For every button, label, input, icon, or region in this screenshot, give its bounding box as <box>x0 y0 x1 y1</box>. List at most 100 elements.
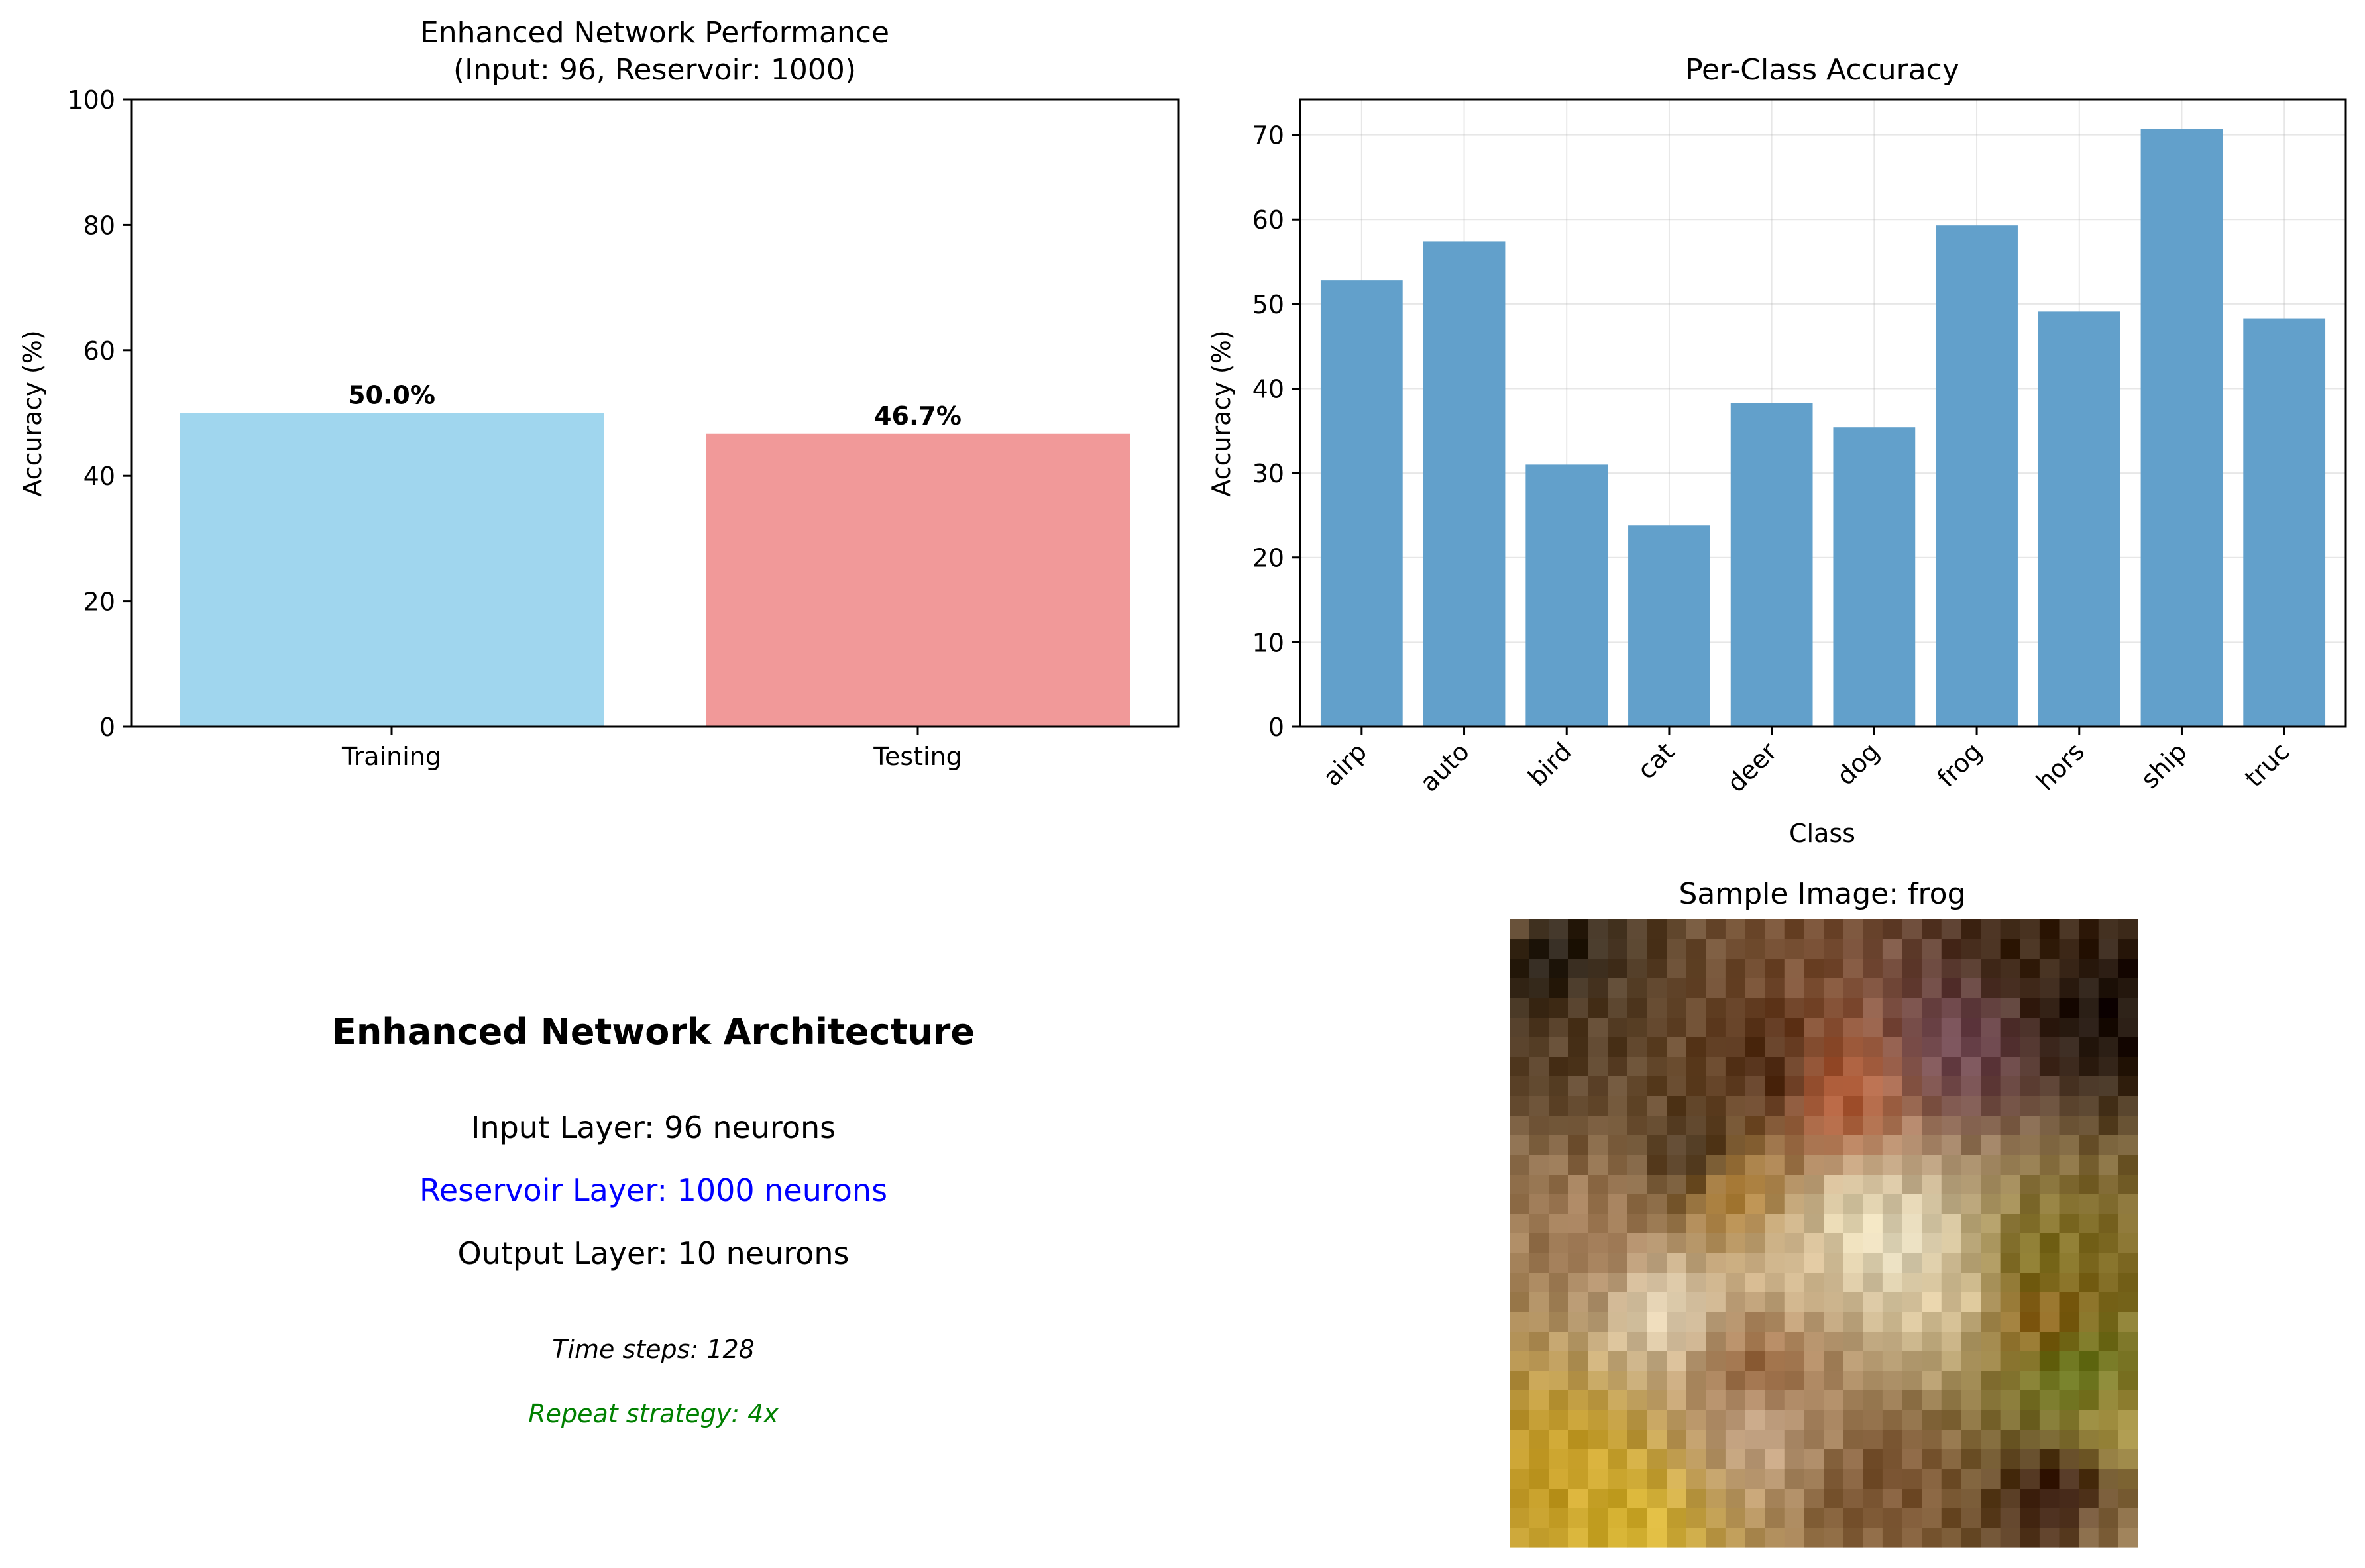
sample-image-pixel <box>1706 1155 1726 1175</box>
sample-image-pixel <box>1902 919 1922 940</box>
sample-image-pixel <box>1529 1135 1549 1156</box>
sample-image-pixel <box>1627 1214 1647 1234</box>
sample-image-pixel <box>1647 1508 1667 1528</box>
sample-image-pixel <box>1510 1135 1530 1156</box>
sample-image-pixel <box>1941 959 1961 979</box>
sample-image-pixel <box>1529 1233 1549 1254</box>
sample-image-pixel <box>1824 1351 1844 1371</box>
sample-image-pixel <box>2079 1390 2099 1411</box>
sample-image-pixel <box>1902 1175 1922 1195</box>
sample-image-pixel <box>1667 1528 1687 1548</box>
sample-image-pixel <box>1922 1194 1942 1214</box>
sample-image-pixel <box>2079 919 2099 940</box>
sample-image-pixel <box>1667 998 1687 1018</box>
sample-image-pixel <box>2020 1430 2040 1450</box>
sample-image-pixel <box>1981 1233 2001 1254</box>
sample-image-pixel <box>1922 1214 1942 1234</box>
sample-image-pixel <box>1510 1528 1530 1548</box>
performance-title-line2: (Input: 96, Reservoir: 1000) <box>453 53 856 87</box>
sample-image-pixel <box>2079 1116 2099 1136</box>
sample-image-pixel <box>1647 1175 1667 1195</box>
sample-image-pixel <box>1667 1155 1687 1175</box>
sample-image-pixel <box>1608 1076 1628 1097</box>
sample-image-pixel <box>1843 1214 1863 1234</box>
sample-image-pixel <box>1922 1332 1942 1352</box>
sample-image-pixel <box>1824 1469 1844 1489</box>
sample-image-pixel <box>2079 1508 2099 1528</box>
sample-image-pixel <box>1706 1273 1726 1293</box>
sample-image-pixel <box>1725 1175 1746 1195</box>
sample-image-title: Sample Image: frog <box>1678 877 1965 911</box>
per-class-y-tick-label: 50 <box>1252 290 1284 319</box>
sample-image-pixel <box>1745 1430 1765 1450</box>
sample-image-pixel <box>1549 1449 1569 1470</box>
sample-image-pixel <box>2118 1430 2138 1450</box>
per-class-x-tick-label: cat <box>1631 737 1680 785</box>
sample-image-pixel <box>1804 1390 1824 1411</box>
performance-y-tick-label: 20 <box>83 588 115 617</box>
sample-image-pixel <box>1686 1528 1706 1548</box>
sample-image-pixel <box>1765 1390 1785 1411</box>
sample-image-pixel <box>2039 1489 2060 1509</box>
sample-image-pixel <box>1588 1116 1608 1136</box>
sample-image-pixel <box>1922 1135 1942 1156</box>
sample-image-pixel <box>1608 1449 1628 1470</box>
sample-image-pixel <box>1784 1057 1804 1077</box>
sample-image-panel: Sample Image: frog <box>1510 877 2138 1548</box>
sample-image-pixel <box>1981 1037 2001 1057</box>
sample-image-pixel <box>1608 939 1628 959</box>
sample-image-pixel <box>1568 1508 1589 1528</box>
sample-image-pixel <box>1784 1096 1804 1116</box>
sample-image-pixel <box>2118 1253 2138 1273</box>
sample-image-pixel <box>1981 1214 2001 1234</box>
sample-image-pixel <box>1608 1057 1628 1077</box>
sample-image-pixel <box>1843 1371 1863 1391</box>
sample-image-pixel <box>1784 1410 1804 1430</box>
sample-image-pixel <box>1647 1214 1667 1234</box>
sample-image-pixel <box>1882 1528 1903 1548</box>
sample-image-pixel <box>1981 1194 2001 1214</box>
sample-image-pixel <box>1784 1449 1804 1470</box>
sample-image-pixel <box>1706 1449 1726 1470</box>
sample-image-pixel <box>1902 1449 1922 1470</box>
sample-image-pixel <box>1981 1273 2001 1293</box>
sample-image-pixel <box>1568 1135 1589 1156</box>
sample-image-pixel <box>1647 1116 1667 1136</box>
sample-image-pixel <box>1824 998 1844 1018</box>
sample-image-pixel <box>2079 1430 2099 1450</box>
sample-image-pixel <box>1882 1057 1903 1077</box>
sample-image-pixel <box>1863 1233 1883 1254</box>
sample-image-pixel <box>1961 978 1981 999</box>
sample-image-pixel <box>1981 1155 2001 1175</box>
sample-image-pixel <box>1627 1057 1647 1077</box>
sample-image-pixel <box>1961 1508 1981 1528</box>
sample-image-pixel <box>1706 1076 1726 1097</box>
per-class-y-tick-label: 0 <box>1268 713 1284 742</box>
sample-image-pixel <box>1981 1312 2001 1332</box>
sample-image-pixel <box>1824 1233 1844 1254</box>
sample-image-pixel <box>2059 1135 2079 1156</box>
sample-image-pixel <box>1608 1508 1628 1528</box>
sample-image-pixel <box>1882 1292 1903 1313</box>
sample-image-pixel <box>1588 1371 1608 1391</box>
sample-image-pixel <box>1804 1489 1824 1509</box>
sample-image-pixel <box>1824 959 1844 979</box>
sample-image-pixel <box>2020 1155 2040 1175</box>
sample-image-pixel <box>1568 1528 1589 1548</box>
sample-image-pixel <box>1510 939 1530 959</box>
sample-image-pixel <box>1667 1449 1687 1470</box>
sample-image <box>1510 919 2138 1548</box>
sample-image-pixel <box>1882 1489 1903 1509</box>
sample-image-pixel <box>1608 1430 1628 1450</box>
sample-image-pixel <box>1961 1037 1981 1057</box>
sample-image-pixel <box>1706 1430 1726 1450</box>
sample-image-pixel <box>1804 1449 1824 1470</box>
sample-image-pixel <box>1686 998 1706 1018</box>
sample-image-pixel <box>1824 1155 1844 1175</box>
sample-image-pixel <box>1843 1037 1863 1057</box>
sample-image-pixel <box>2098 1214 2118 1234</box>
sample-image-pixel <box>2059 1489 2079 1509</box>
sample-image-pixel <box>1725 1135 1746 1156</box>
sample-image-pixel <box>2098 1175 2118 1195</box>
per-class-bar-deer <box>1730 403 1813 727</box>
